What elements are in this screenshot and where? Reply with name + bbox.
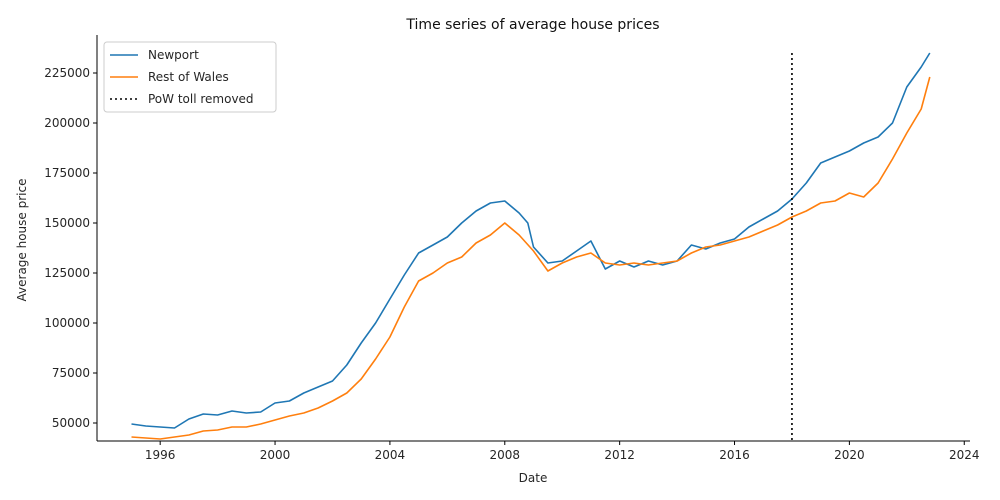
x-tick-label: 2008 [490, 448, 521, 462]
y-axis-ticks: 50000 75000 100000 125000 150000 175000 200000… [44, 66, 97, 430]
legend-label: Rest of Wales [148, 70, 229, 84]
legend: Newport Rest of Wales PoW toll removed [103, 41, 277, 113]
series-line-newport [131, 52, 931, 429]
x-tick-label: 2000 [260, 448, 291, 462]
y-tick-label: 175000 [44, 166, 90, 180]
x-tick-label: 2004 [375, 448, 406, 462]
x-axis-label: Date [519, 471, 548, 485]
y-tick-label: 75000 [52, 366, 90, 380]
x-tick-label: 2016 [719, 448, 750, 462]
chart-title: Time series of average house prices [405, 17, 659, 33]
plot-area [131, 52, 931, 440]
legend-label: Newport [148, 48, 199, 62]
x-tick-label: 2024 [949, 448, 980, 462]
y-tick-label: 200000 [44, 116, 90, 130]
legend-frame [103, 41, 277, 113]
y-tick-label: 50000 [52, 416, 90, 430]
y-tick-label: 150000 [44, 216, 90, 230]
x-tick-label: 2012 [604, 448, 635, 462]
legend-label: PoW toll removed [148, 92, 254, 106]
y-tick-label: 100000 [44, 316, 90, 330]
y-tick-label: 125000 [44, 266, 90, 280]
series-line-rest-of-wales [131, 76, 931, 440]
y-axis-label: Average house price [15, 179, 29, 302]
x-tick-label: 2020 [834, 448, 865, 462]
x-tick-label: 1996 [145, 448, 176, 462]
y-tick-label: 225000 [44, 66, 90, 80]
x-axis-ticks: 1996 2000 2004 2008 2012 2016 2020 2024 [145, 441, 980, 462]
